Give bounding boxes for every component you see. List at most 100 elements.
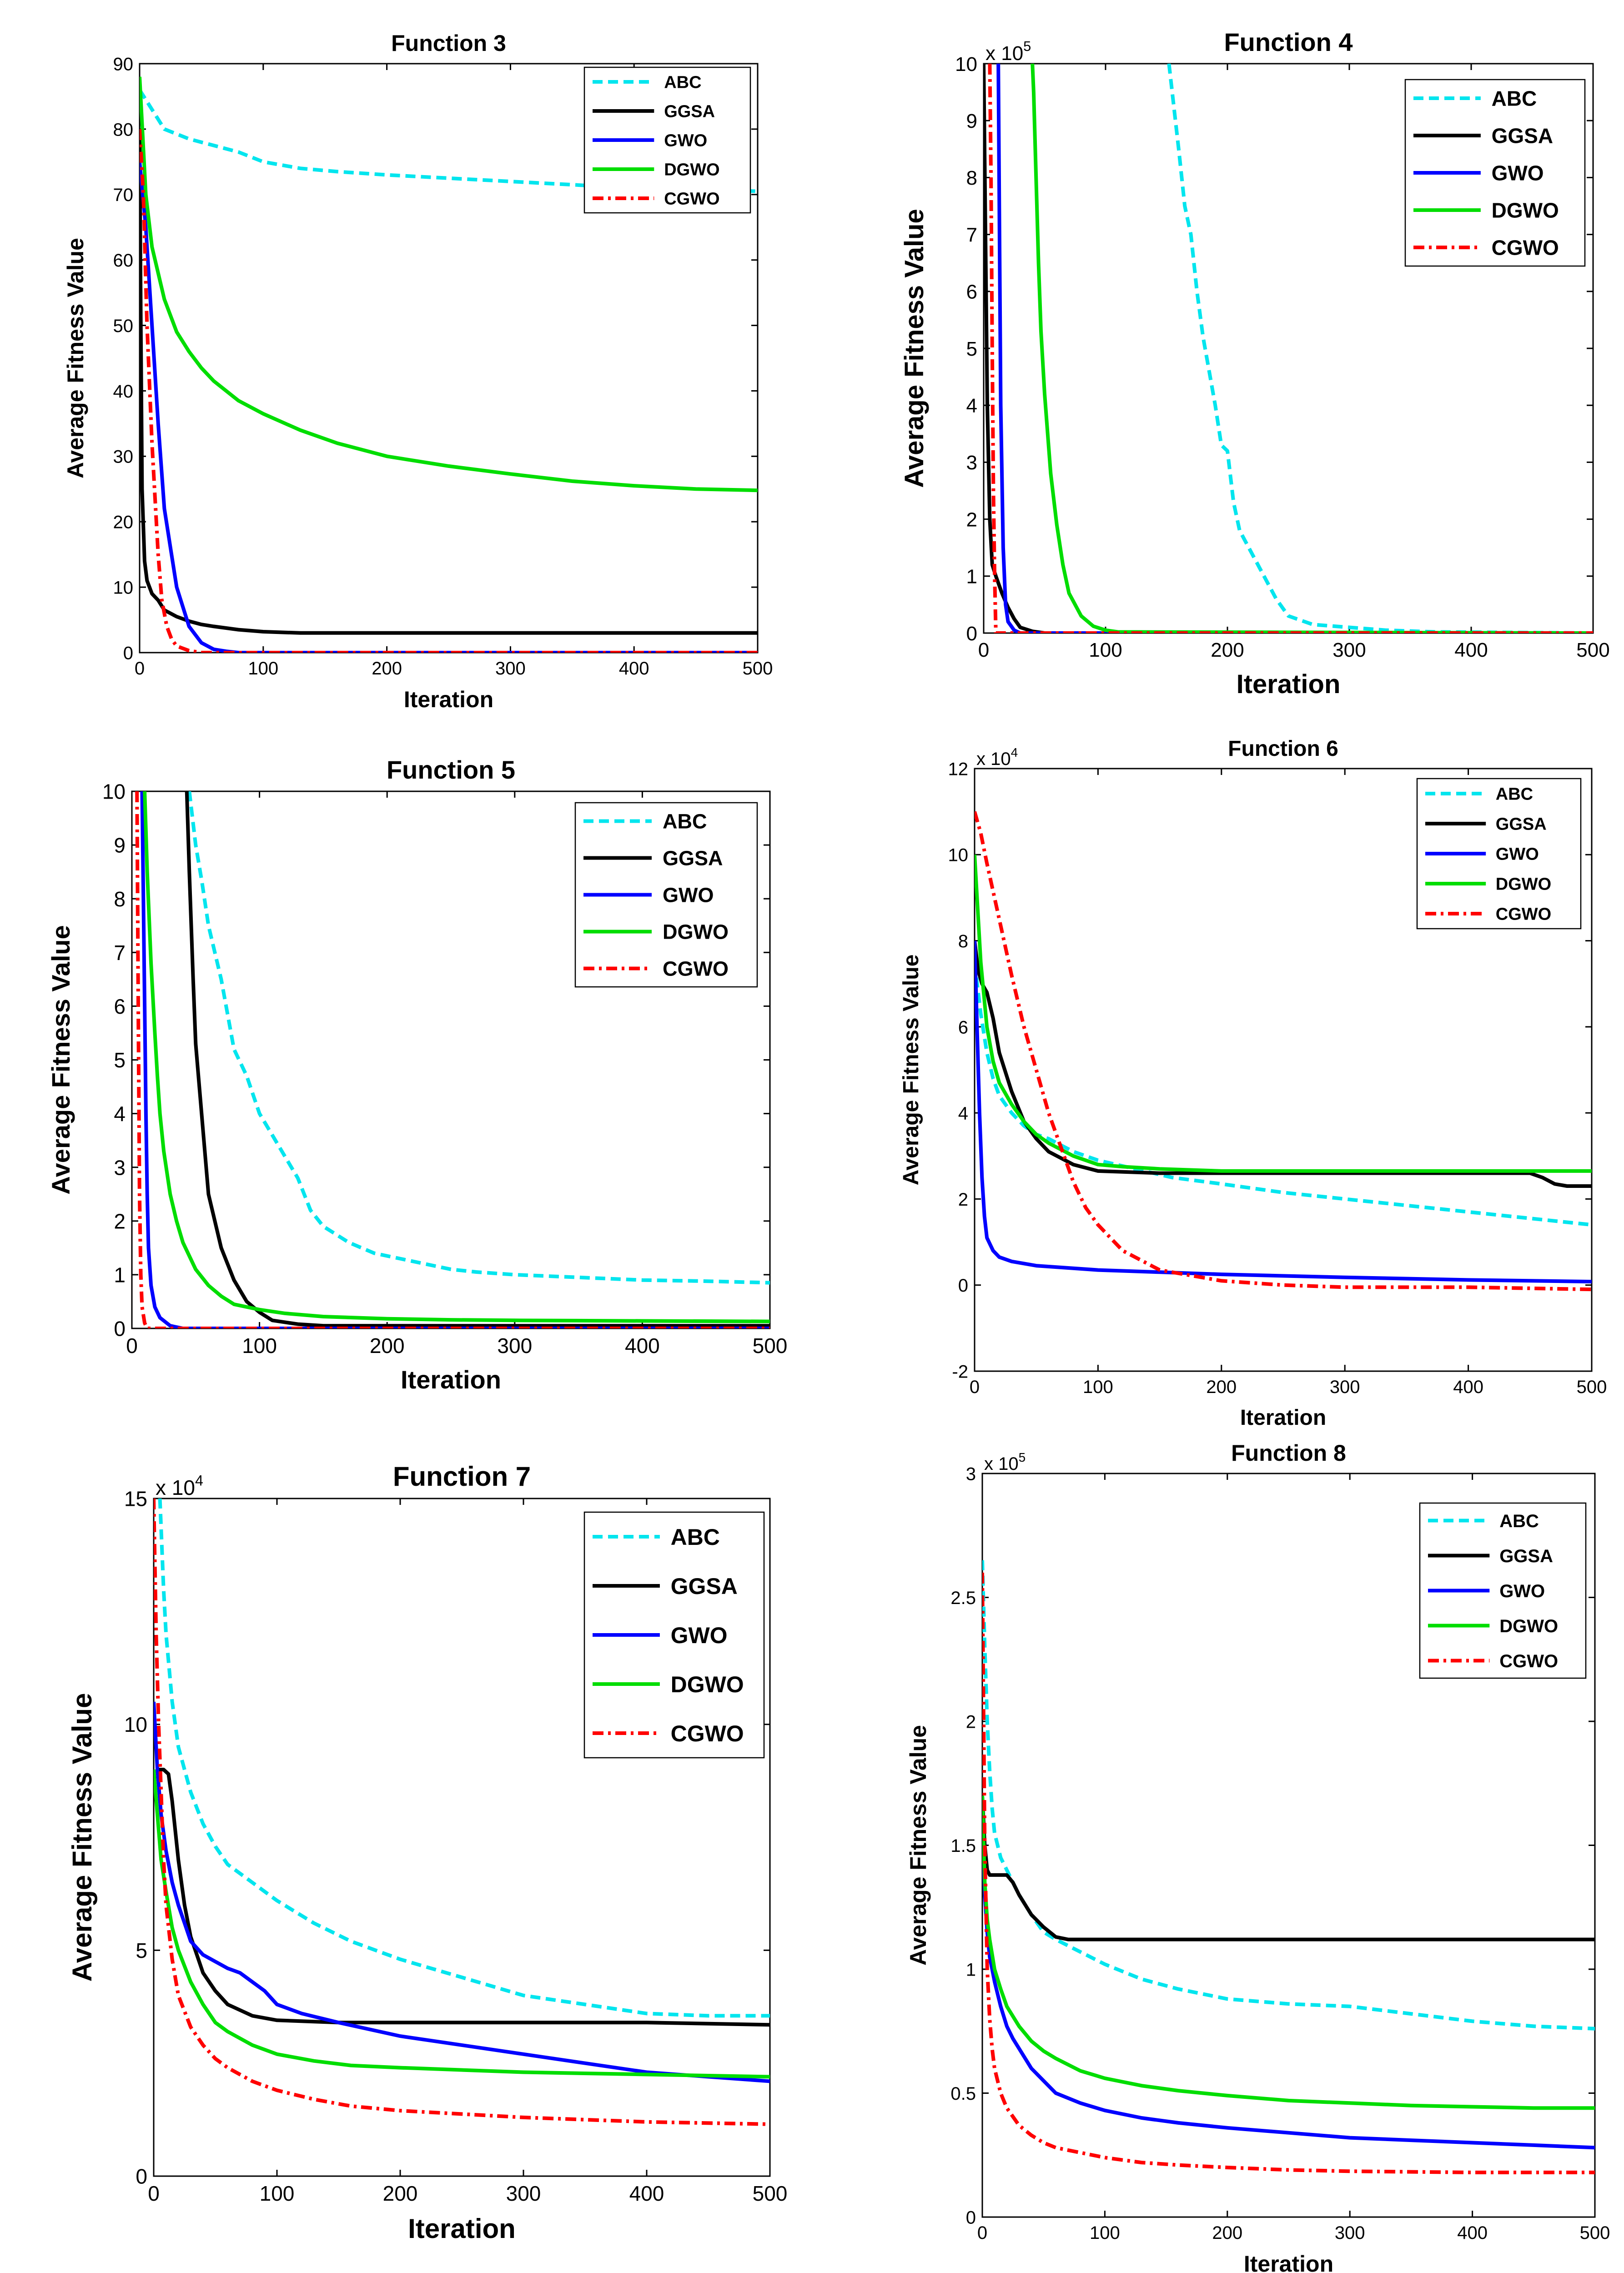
- chart-panel-5: Function 7 0 100 200 300 400 500 0 5 10 15 x 104 Ite…: [67, 1461, 788, 2244]
- x-tick-label: 300: [495, 659, 526, 679]
- x-tick-label: 500: [753, 1334, 788, 1358]
- series-line-abc: [1167, 64, 1593, 633]
- legend-label-gwo: GWO: [1492, 161, 1544, 185]
- y-tick-label: 6: [114, 995, 126, 1018]
- y-tick-label: 10: [113, 578, 134, 598]
- series-line-ggsa: [185, 791, 770, 1328]
- x-tick-label: 200: [1206, 1377, 1237, 1397]
- series-group: [154, 1499, 770, 2126]
- x-tick-label: 100: [248, 659, 278, 679]
- y-axis-exponent-power: 5: [1023, 38, 1031, 54]
- y-tick-label: 6: [966, 281, 977, 303]
- y-axis-exponent: x 105: [985, 38, 1031, 65]
- chart-title: Function 3: [391, 30, 506, 56]
- y-tick-label: 2: [966, 1712, 976, 1732]
- series-line-dgwo: [1031, 64, 1593, 633]
- legend-label-dgwo: DGWO: [663, 920, 729, 944]
- legend-label-dgwo: DGWO: [1492, 199, 1559, 222]
- x-axis-title: Iteration: [1244, 2251, 1333, 2273]
- y-tick-label: 80: [113, 120, 134, 140]
- y-tick-label: 2.5: [950, 1588, 976, 1608]
- series-line-cgwo: [140, 129, 758, 653]
- series-line-cgwo: [154, 1499, 770, 2126]
- chart-title: Function 5: [387, 755, 515, 784]
- series-line-abc: [975, 962, 1592, 1227]
- y-axis-title: Average Fitness Value: [67, 1693, 97, 1982]
- legend-label-cgwo: CGWO: [1499, 1651, 1558, 1671]
- x-tick-label: 100: [260, 2182, 295, 2205]
- y-tick-label: 1: [114, 1263, 126, 1287]
- y-tick-label: 15: [124, 1487, 147, 1511]
- x-tick-label: 400: [1457, 2223, 1488, 2243]
- x-tick-label: 0: [148, 2182, 160, 2205]
- legend-label-ggsa: GGSA: [671, 1574, 738, 1599]
- x-tick-label: 400: [629, 2182, 664, 2205]
- y-tick-label: 0: [136, 2165, 147, 2188]
- y-axis-title: Average Fitness Value: [905, 1725, 931, 1966]
- x-axis-title: Iteration: [404, 687, 493, 712]
- x-tick-label: 400: [1453, 1377, 1483, 1397]
- legend-label-gwo: GWO: [671, 1623, 728, 1648]
- legend-label-dgwo: DGWO: [664, 161, 719, 180]
- y-tick-label: 2: [966, 508, 977, 531]
- x-tick-label: 100: [1089, 639, 1122, 661]
- y-tick-label: 2: [114, 1209, 126, 1233]
- y-tick-label: 0: [958, 1276, 968, 1296]
- series-line-cgwo: [988, 64, 1593, 633]
- x-axis-title: Iteration: [401, 1365, 501, 1394]
- series-line-gwo: [154, 1701, 770, 2083]
- x-tick-label: 200: [370, 1334, 405, 1358]
- series-line-ggsa: [982, 1795, 1595, 1941]
- y-axis-title: Average Fitness Value: [899, 955, 923, 1186]
- y-tick-label: 9: [966, 110, 977, 132]
- legend-label-ggsa: GGSA: [1496, 815, 1547, 834]
- y-axis-exponent: x 104: [156, 1472, 203, 1499]
- x-axis-title: Iteration: [1237, 669, 1341, 699]
- chart-title: Function 8: [1231, 1440, 1346, 1466]
- y-tick-label: 40: [113, 382, 134, 402]
- y-tick-label: 4: [958, 1104, 968, 1124]
- y-tick-label: 70: [113, 185, 134, 205]
- chart-title: Function 7: [393, 1461, 531, 1492]
- legend-label-ggsa: GGSA: [664, 102, 715, 121]
- y-tick-label: 0: [123, 643, 133, 663]
- legend-label-abc: ABC: [664, 73, 701, 92]
- series-line-abc: [158, 1499, 770, 2018]
- y-tick-label: 10: [124, 1713, 147, 1736]
- series-line-dgwo: [975, 855, 1592, 1173]
- series-group: [140, 76, 758, 653]
- legend: ABC GGSA GWO DGWO CGWO: [1419, 1502, 1587, 1679]
- y-tick-label: 90: [113, 54, 134, 74]
- legend-label-ggsa: GGSA: [1499, 1546, 1553, 1566]
- y-tick-label: 8: [114, 887, 126, 911]
- series-line-ggsa: [975, 940, 1592, 1188]
- legend-label-abc: ABC: [663, 810, 707, 833]
- y-tick-label: 10: [955, 53, 977, 75]
- legend-label-gwo: GWO: [663, 884, 714, 907]
- x-tick-label: 500: [1580, 2223, 1610, 2243]
- legend: ABC GGSA GWO DGWO CGWO: [583, 1511, 765, 1759]
- series-line-ggsa: [140, 129, 758, 635]
- y-tick-label: 1: [966, 566, 977, 588]
- y-axis-title: Average Fitness Value: [63, 238, 88, 478]
- x-tick-label: 0: [126, 1334, 138, 1358]
- chart-panel-6: Function 8 0 100 200 300 400 500 0 0.5 1 1.5 2 2.5 3x…: [905, 1440, 1610, 2273]
- y-axis-exponent: x 105: [984, 1450, 1026, 1474]
- x-tick-label: 400: [1454, 639, 1488, 661]
- legend-label-gwo: GWO: [1496, 845, 1539, 864]
- y-axis-title: Average Fitness Value: [46, 925, 75, 1194]
- y-tick-label: 50: [113, 316, 134, 336]
- series-group: [135, 791, 770, 1328]
- x-tick-label: 100: [242, 1334, 277, 1358]
- x-tick-label: 300: [497, 1334, 532, 1358]
- series-group: [975, 811, 1592, 1292]
- legend-label-cgwo: CGWO: [671, 1721, 744, 1746]
- x-tick-label: 0: [978, 639, 989, 661]
- y-tick-label: 9: [114, 834, 126, 857]
- x-tick-label: 300: [1332, 639, 1366, 661]
- series-line-abc: [187, 791, 770, 1285]
- legend-label-cgwo: CGWO: [1496, 905, 1551, 924]
- chart-title: Function 6: [1228, 737, 1338, 761]
- x-tick-label: 100: [1090, 2223, 1120, 2243]
